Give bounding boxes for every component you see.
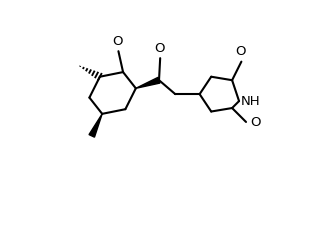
Polygon shape bbox=[89, 114, 102, 138]
Text: O: O bbox=[154, 42, 164, 55]
Text: O: O bbox=[235, 45, 245, 58]
Text: O: O bbox=[112, 35, 123, 48]
Polygon shape bbox=[136, 78, 160, 89]
Text: O: O bbox=[250, 116, 261, 129]
Text: NH: NH bbox=[241, 95, 261, 108]
